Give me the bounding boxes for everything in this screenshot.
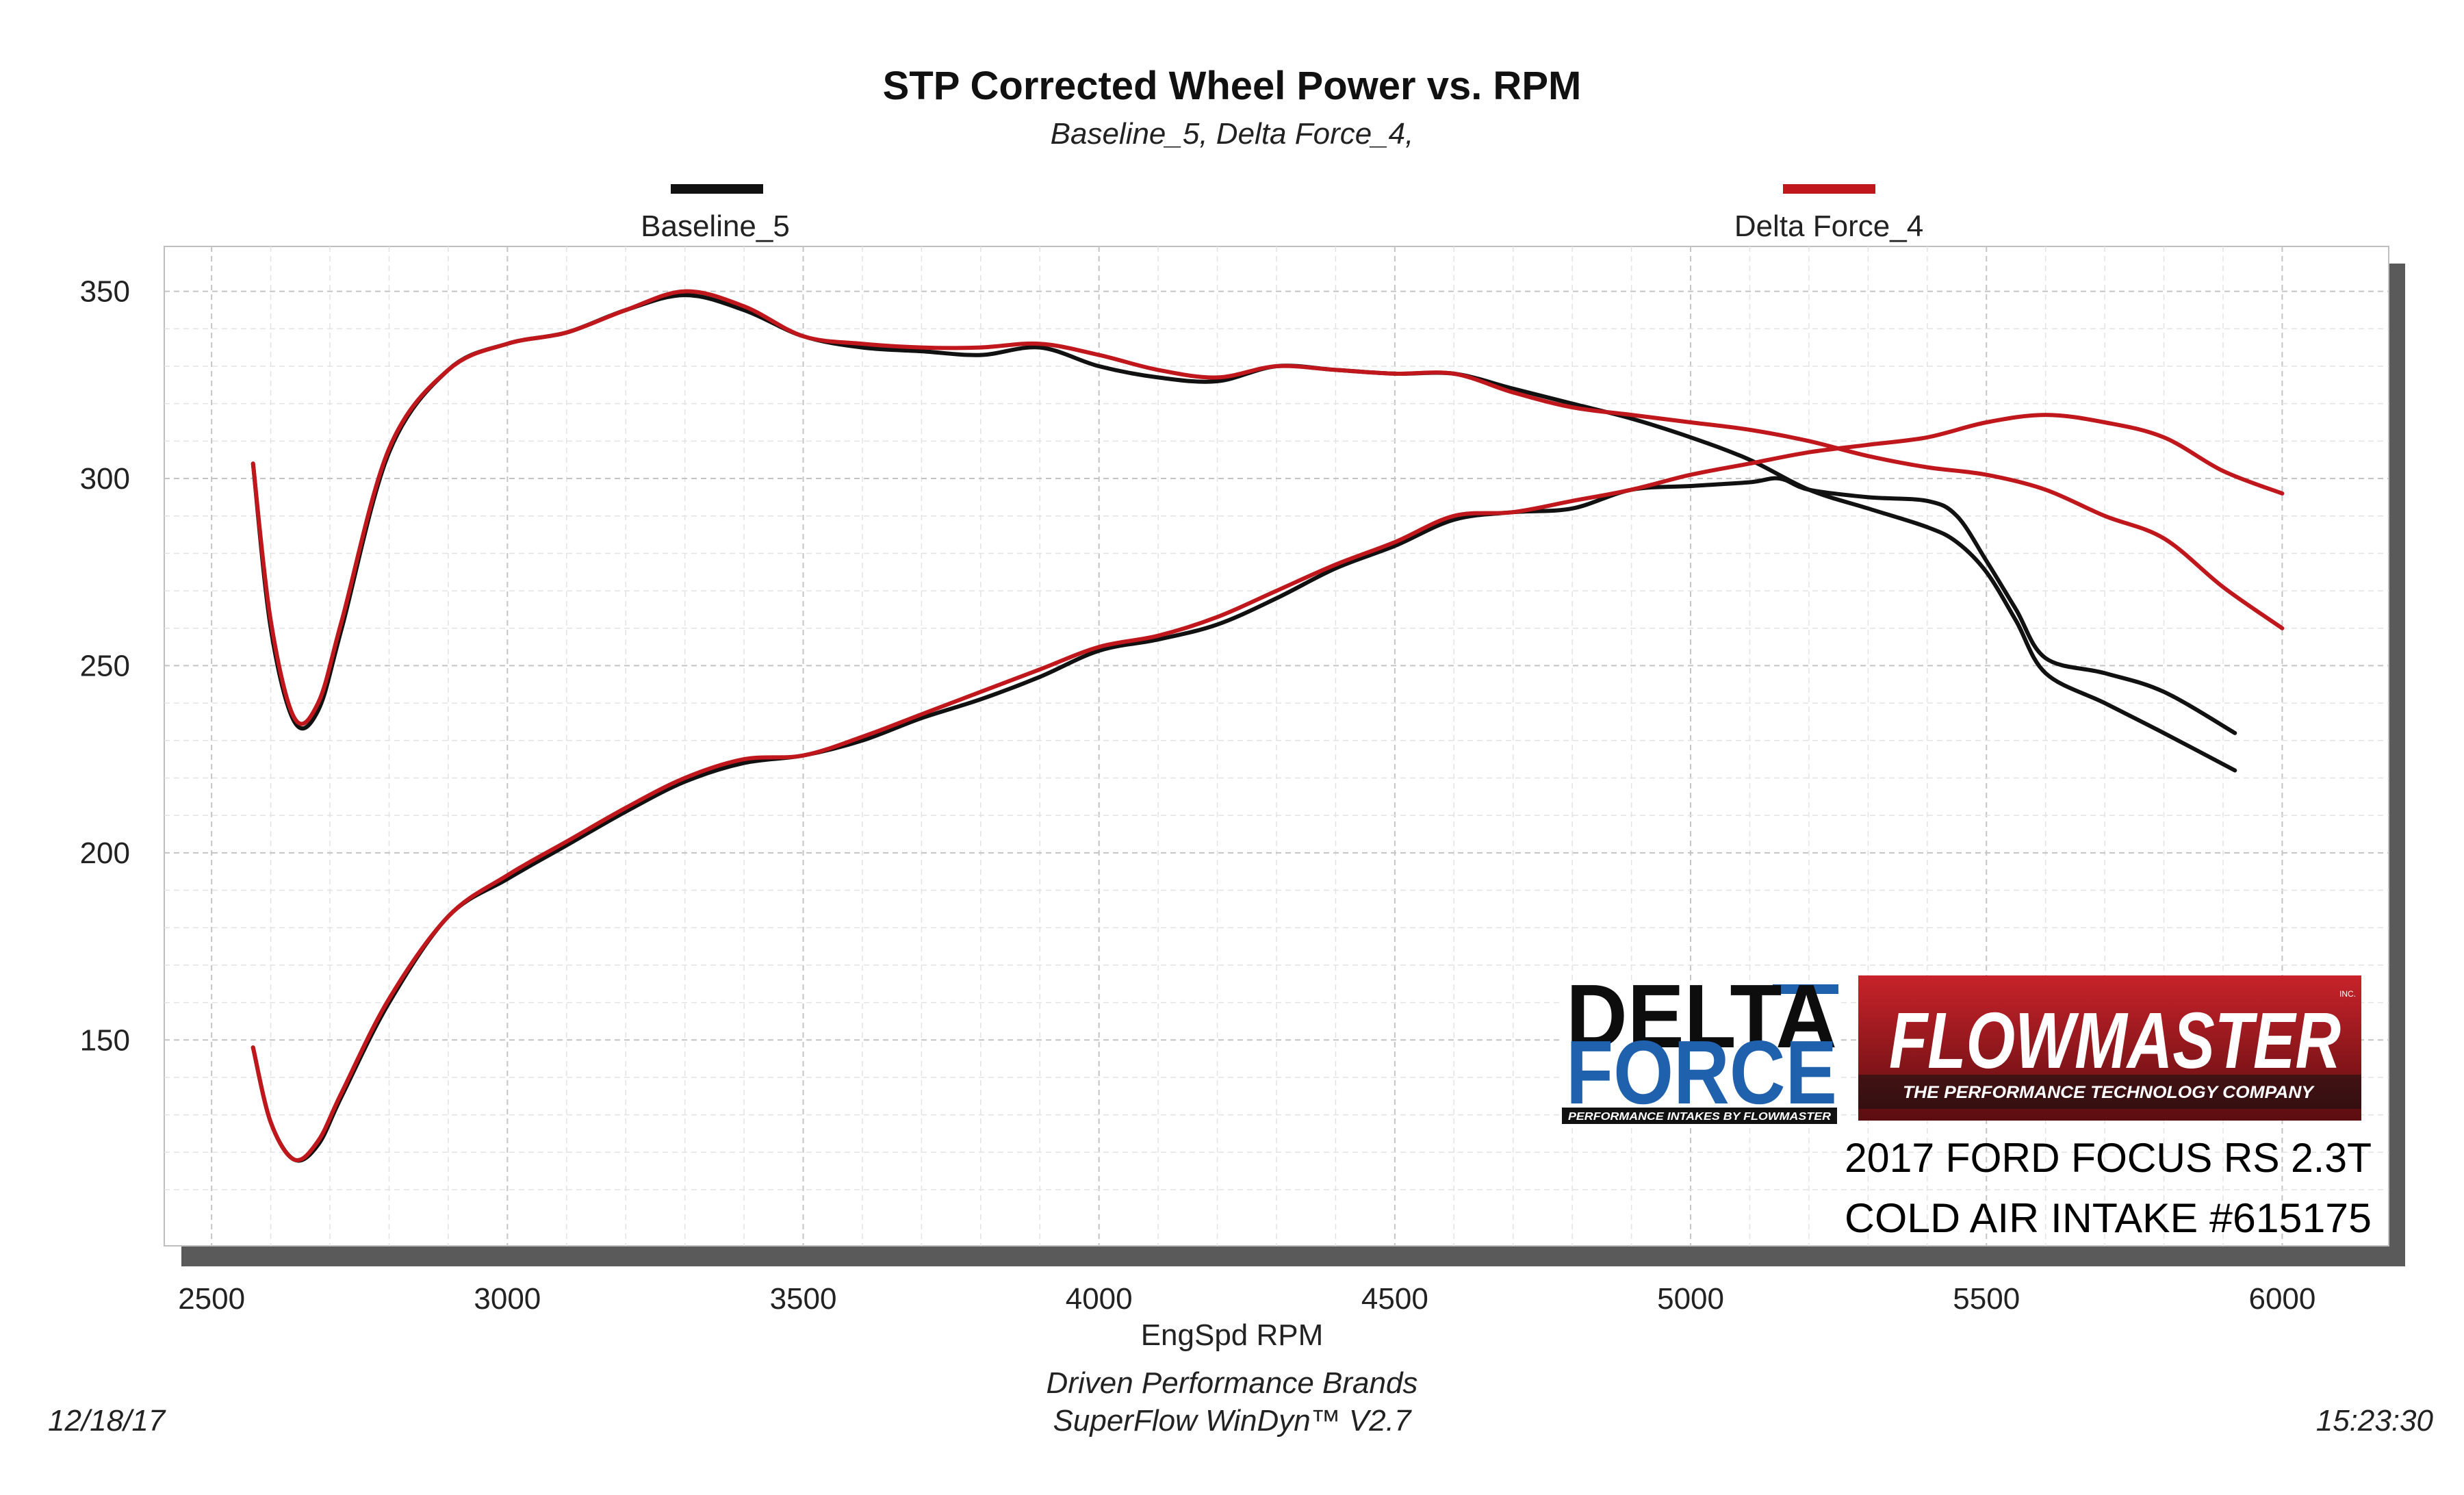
delta-force-logo-tagline: PERFORMANCE INTAKES BY FLOWMASTER (1568, 1111, 1831, 1123)
x-tick-label: 2500 (178, 1282, 245, 1316)
flowmaster-logo-tagline: THE PERFORMANCE TECHNOLOGY COMPANY (1903, 1083, 2315, 1102)
legend: Baseline_5 Delta Force_4 (641, 184, 1923, 243)
x-tick-label: 5500 (1953, 1282, 2020, 1316)
vehicle-caption: 2017 FORD FOCUS RS 2.3T (1845, 1135, 2372, 1181)
plot-shadow-right (2389, 264, 2405, 1266)
chart-title: STP Corrected Wheel Power vs. RPM (883, 64, 1582, 108)
y-tick-label: 200 (80, 836, 130, 870)
delta-force-logo: DELTA FORCE PERFORMANCE INTAKES BY FLOWM… (1562, 966, 1838, 1124)
y-tick-label: 350 (80, 275, 130, 309)
product-caption: COLD AIR INTAKE #615175 (1845, 1195, 2372, 1241)
legend-swatch-baseline (671, 184, 763, 194)
series-line-delta-force-4-torque (251, 289, 2285, 726)
x-axis-ticks: 2500 3000 3500 4000 4500 5000 5500 6000 (178, 1282, 2315, 1316)
y-tick-label: 250 (80, 649, 130, 682)
y-tick-label: 150 (80, 1023, 130, 1057)
x-tick-label: 5000 (1657, 1282, 1724, 1316)
y-tick-label: 300 (80, 462, 130, 496)
x-tick-label: 3500 (770, 1282, 837, 1316)
footer-date: 12/18/17 (48, 1404, 166, 1438)
x-tick-label: 6000 (2248, 1282, 2315, 1316)
series-lines (251, 289, 2285, 1163)
footer-time: 15:23:30 (2316, 1404, 2434, 1438)
series-line-delta-force-4-power-rising (251, 413, 2285, 1162)
x-tick-label: 4000 (1066, 1282, 1133, 1316)
delta-force-logo-line1: DELTA (1566, 966, 1837, 1066)
x-axis-label: EngSpd RPM (1141, 1318, 1324, 1352)
x-tick-label: 4500 (1361, 1282, 1428, 1316)
chart-subtitle: Baseline_5, Delta Force_4, (1051, 117, 1414, 151)
legend-swatch-delta-force (1783, 184, 1875, 194)
footer-company: Driven Performance Brands (1047, 1366, 1418, 1400)
flowmaster-logo: FLOWMASTER INC. THE PERFORMANCE TECHNOLO… (1858, 975, 2361, 1121)
plot-shadow-bottom (181, 1246, 2405, 1266)
flowmaster-logo-name: FLOWMASTER (1889, 996, 2341, 1085)
footer-software: SuperFlow WinDyn™ V2.7 (1053, 1404, 1412, 1438)
flowmaster-logo-mark: INC. (2339, 989, 2356, 999)
delta-force-logo-line2: FORCE (1566, 1022, 1837, 1123)
y-axis-ticks: 150 200 250 300 350 (80, 275, 130, 1058)
legend-label-delta-force: Delta Force_4 (1734, 209, 1923, 243)
x-tick-label: 3000 (474, 1282, 541, 1316)
legend-label-baseline: Baseline_5 (641, 209, 790, 243)
